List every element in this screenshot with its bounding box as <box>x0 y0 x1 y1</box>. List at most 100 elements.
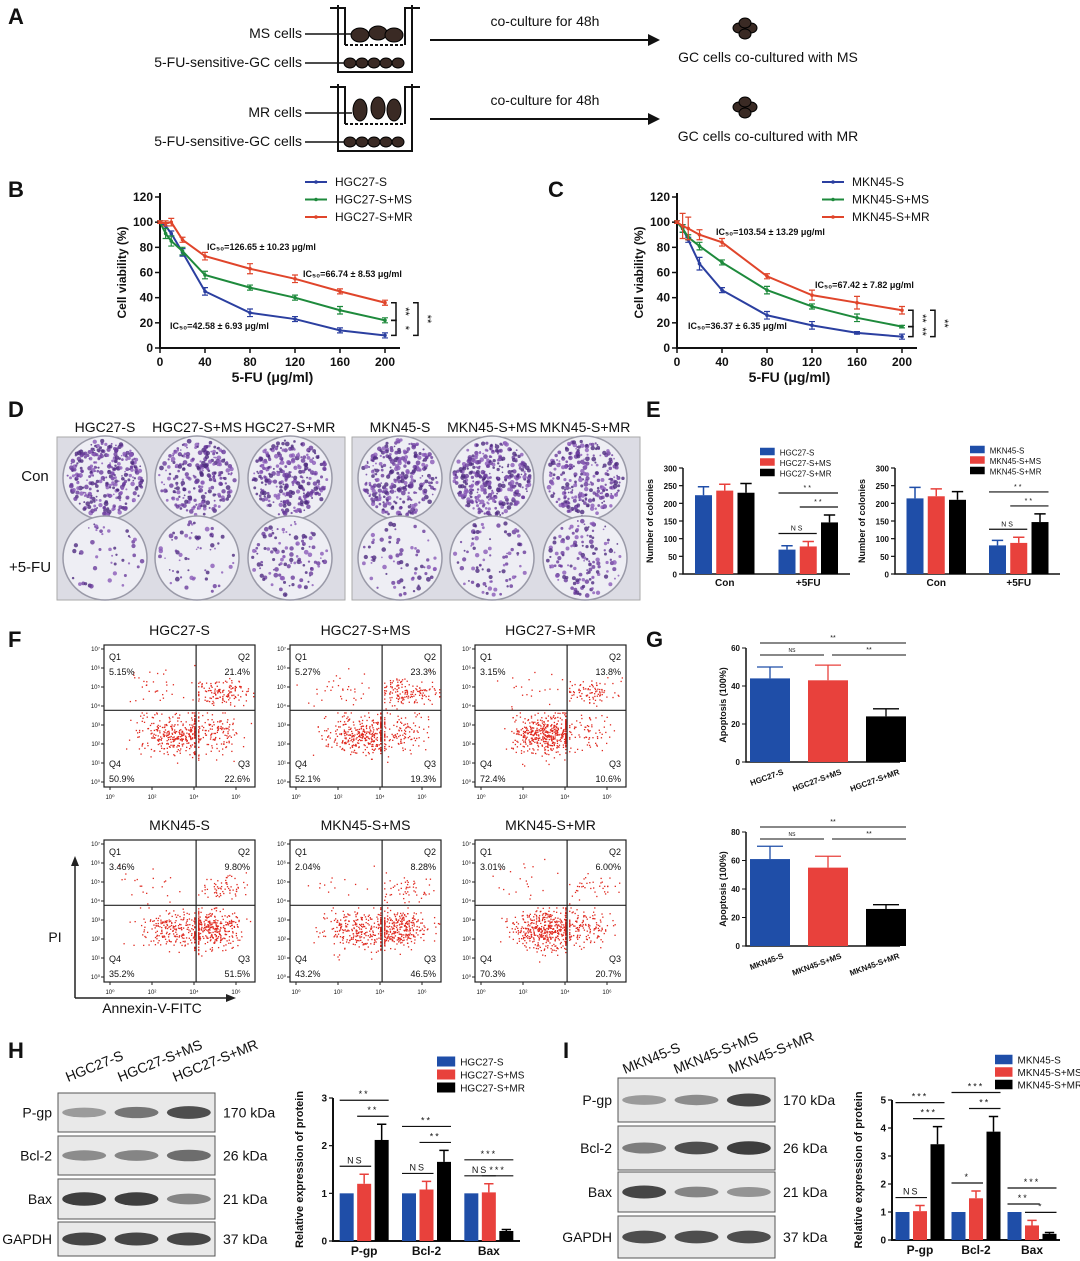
ic50-annotation: IC₅₀=66.74 ± 8.53 μg/ml <box>303 269 402 279</box>
event-dot <box>200 928 203 930</box>
data-point <box>293 295 297 300</box>
event-dot <box>210 682 212 685</box>
event-dot <box>337 712 339 714</box>
significance-label: NS <box>791 525 805 532</box>
colony-dot <box>561 471 566 475</box>
event-dot <box>426 732 429 734</box>
event-dot <box>532 740 535 742</box>
event-dot <box>168 716 170 719</box>
colony-dot <box>176 447 180 450</box>
event-dot <box>167 753 169 756</box>
event-dot <box>343 742 346 744</box>
colony-dot <box>510 547 514 552</box>
colony-dot <box>509 584 514 588</box>
colony-dot <box>175 483 178 486</box>
event-dot <box>215 895 217 898</box>
colony-dot <box>384 444 389 449</box>
colony-dot <box>604 483 607 486</box>
colony-dot <box>396 541 399 545</box>
event-dot <box>124 878 126 880</box>
colony-dot <box>83 451 88 456</box>
colony-dot <box>590 521 596 527</box>
event-dot <box>408 684 410 686</box>
event-dot <box>526 728 528 730</box>
legend-marker <box>831 215 835 219</box>
event-dot <box>406 689 408 692</box>
colony-dot <box>393 585 397 589</box>
colony-dot <box>113 452 118 457</box>
colony-dot <box>590 464 593 466</box>
colony-dot <box>583 481 589 487</box>
colony-dot <box>502 555 506 559</box>
colony-dot <box>521 461 526 466</box>
event-dot <box>198 759 200 761</box>
colony-dot <box>124 470 126 473</box>
colony-dot <box>207 474 212 479</box>
colony-dot <box>574 480 577 484</box>
event-dot <box>553 721 556 724</box>
event-dot <box>373 729 375 731</box>
event-dot <box>538 737 540 739</box>
colony-dot <box>140 478 144 483</box>
colony-dot <box>517 542 521 547</box>
colony-dot <box>309 494 313 498</box>
colony-dot <box>100 449 105 453</box>
event-dot <box>199 939 201 941</box>
event-dot <box>354 727 356 729</box>
colony-dot <box>86 479 88 482</box>
y-tick-label: 50 <box>668 553 677 562</box>
event-dot <box>385 708 387 710</box>
arrow-label: co-culture for 48h <box>491 92 600 108</box>
colony-dot <box>210 450 213 453</box>
event-dot <box>519 716 522 718</box>
event-dot <box>190 717 193 719</box>
colony-dot <box>402 586 406 589</box>
event-dot <box>378 744 380 746</box>
event-dot <box>536 734 538 736</box>
event-dot <box>235 934 238 937</box>
colony-dot <box>415 460 421 466</box>
data-point <box>765 288 769 292</box>
event-dot <box>415 688 417 690</box>
colony-dot <box>296 481 301 486</box>
gc-cell-icon <box>367 136 381 148</box>
event-dot <box>225 701 228 703</box>
event-dot <box>538 735 540 737</box>
event-dot <box>380 734 382 736</box>
event-dot <box>169 901 171 903</box>
event-dot <box>179 714 181 716</box>
event-dot <box>531 752 533 754</box>
event-dot <box>308 702 310 704</box>
event-dot <box>537 731 539 733</box>
colony-dot <box>217 459 222 464</box>
event-dot <box>231 743 233 745</box>
event-dot <box>189 736 192 739</box>
event-dot <box>607 677 609 679</box>
data-point <box>675 220 679 224</box>
event-dot <box>565 722 567 725</box>
colony-dot <box>308 476 312 481</box>
event-dot <box>384 746 386 748</box>
event-dot <box>192 725 194 728</box>
colony-dot <box>193 498 197 502</box>
event-dot <box>538 729 540 731</box>
colony-dot <box>581 556 584 559</box>
panel-label-b: B <box>8 177 24 202</box>
colony-dot <box>594 547 598 551</box>
colony-dot <box>302 455 307 459</box>
well-circle <box>154 515 240 601</box>
colony-dot <box>406 461 411 465</box>
event-dot <box>206 878 208 881</box>
colony-dot <box>501 483 506 489</box>
event-dot <box>398 697 401 699</box>
colony-dot <box>109 494 113 498</box>
event-dot <box>372 727 374 729</box>
event-dot <box>220 743 223 745</box>
event-dot <box>400 742 402 744</box>
colony-dot <box>271 531 275 535</box>
colony-dot <box>486 476 490 480</box>
colony-dot <box>101 462 104 465</box>
event-dot <box>207 896 209 898</box>
event-dot <box>211 686 213 688</box>
colony-dot <box>87 527 90 529</box>
